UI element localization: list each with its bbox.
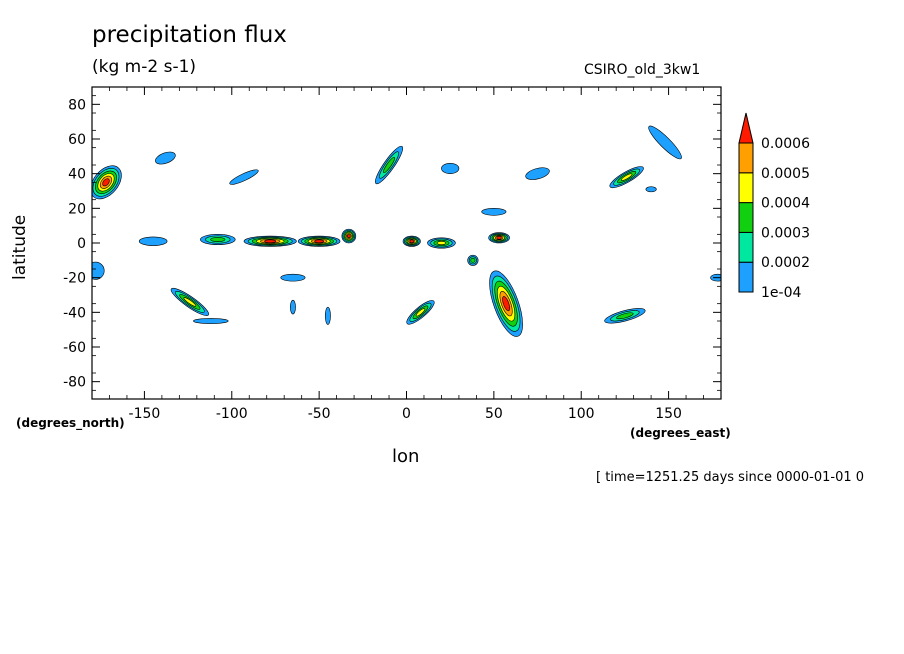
- contour-level-1: [648, 125, 682, 160]
- contour-level-1: [290, 299, 296, 315]
- colorbar-box: [738, 142, 754, 174]
- x-tick-label: -50: [308, 406, 331, 422]
- precip-feature: [170, 287, 209, 316]
- precip-feature: [489, 270, 523, 337]
- precip-feature: [138, 236, 168, 246]
- precip-feature: [604, 308, 646, 324]
- colorbar-box: [738, 202, 754, 233]
- precip-feature: [341, 228, 357, 244]
- precip-feature: [229, 169, 259, 185]
- y-tick-label: 20: [68, 201, 86, 217]
- contour-level-3: [383, 156, 395, 174]
- precip-feature: [324, 306, 331, 325]
- colorbar-label: 1e-04: [761, 285, 801, 301]
- model-name: CSIRO_old_3kw1: [584, 62, 701, 78]
- colorbar-box: [738, 172, 754, 204]
- chart-title: precipitation flux: [92, 22, 287, 48]
- contour-level-1: [138, 236, 168, 246]
- contour-level-3: [616, 312, 634, 320]
- colorbar-label: 0.0005: [761, 166, 810, 182]
- x-tick-label: 100: [568, 406, 595, 422]
- x-tick-label: 0: [402, 406, 411, 422]
- precip-feature: [92, 165, 122, 200]
- contour-level-4: [620, 173, 633, 181]
- contour-level-1: [324, 306, 331, 325]
- precip-feature: [406, 300, 435, 325]
- x-tick-label: 50: [485, 406, 503, 422]
- contour-level-6: [502, 296, 511, 312]
- contour-level-1: [280, 273, 306, 282]
- precip-feature: [525, 167, 550, 180]
- y-tick-label: -20: [63, 271, 86, 287]
- precip-feature: [648, 125, 682, 160]
- x-tick-label: -100: [216, 406, 248, 422]
- contour-level-1: [645, 186, 657, 193]
- axes: -150 -100 -50 0 50 100 150 80 60 40 20 0 -20 -40 -60 -8…: [63, 87, 721, 422]
- precip-feature: [645, 186, 657, 193]
- contour-level-3: [470, 257, 476, 263]
- colorbar-label: 0.0003: [761, 225, 810, 241]
- contour-level-6: [102, 178, 110, 187]
- precip-feature: [280, 273, 306, 282]
- x-axis-label: lon: [392, 446, 420, 467]
- precip-feature: [609, 166, 644, 189]
- contour-level-1: [481, 208, 507, 216]
- contour-level-6: [264, 239, 277, 244]
- y-tick-label: 80: [68, 97, 86, 113]
- y-tick-label: -60: [63, 340, 86, 356]
- contour-level-6: [409, 239, 414, 244]
- y-tick-label: -80: [63, 375, 86, 391]
- contour-level-1: [193, 318, 229, 324]
- contour-level-1: [92, 261, 105, 280]
- contour-level-6: [314, 239, 325, 244]
- colorbar-box: [738, 231, 754, 263]
- chart-units: (kg m-2 s-1): [92, 57, 197, 77]
- precip-feature: [467, 254, 479, 266]
- contour-level-6: [347, 234, 351, 238]
- precip-feature: [290, 299, 296, 315]
- y-tick-label: -40: [63, 305, 86, 321]
- y-tick-label: 60: [68, 132, 86, 148]
- precip-feature: [427, 237, 456, 249]
- precip-feature: [155, 151, 176, 165]
- precip-feature: [243, 235, 297, 247]
- precip-feature: [481, 208, 507, 216]
- contour-level-4: [183, 297, 197, 307]
- precip-feature: [92, 261, 105, 280]
- contour-level-1: [525, 167, 550, 180]
- contour-level-4: [415, 308, 426, 317]
- precip-feature: [402, 235, 421, 247]
- colorbar-label: 0.0002: [761, 255, 810, 271]
- contour-level-1: [229, 169, 259, 185]
- colorbar-label: 0.0004: [761, 196, 810, 212]
- precip-feature: [297, 235, 341, 247]
- contour-level-6: [496, 236, 502, 240]
- x-tick-label: -150: [129, 406, 161, 422]
- precip-feature: [375, 145, 404, 185]
- precip-feature: [200, 234, 236, 246]
- y-tick-label: 0: [77, 236, 86, 252]
- contour-level-1: [155, 151, 176, 165]
- precip-feature: [441, 162, 460, 174]
- time-note: [ time=1251.25 days since 0000-01-01 0: [596, 470, 865, 485]
- colorbar-max-triangle: [738, 112, 754, 144]
- contour-level-4: [436, 241, 447, 245]
- x-unit-note: (degrees_east): [630, 426, 731, 440]
- precip-feature: [193, 318, 229, 324]
- y-unit-note: (degrees_north): [16, 416, 125, 430]
- colorbar: 1e-04 0.0002 0.0003 0.0004 0.0005 0.0006: [738, 112, 810, 301]
- colorbar-label: 0.0006: [761, 136, 810, 152]
- contour-level-3: [210, 237, 226, 242]
- y-tick-label: 40: [68, 167, 86, 183]
- colorbar-box: [738, 261, 754, 293]
- precip-feature: [488, 232, 510, 244]
- contour-fields: [92, 125, 721, 337]
- x-tick-label: 150: [655, 406, 682, 422]
- contour-level-1: [441, 162, 460, 174]
